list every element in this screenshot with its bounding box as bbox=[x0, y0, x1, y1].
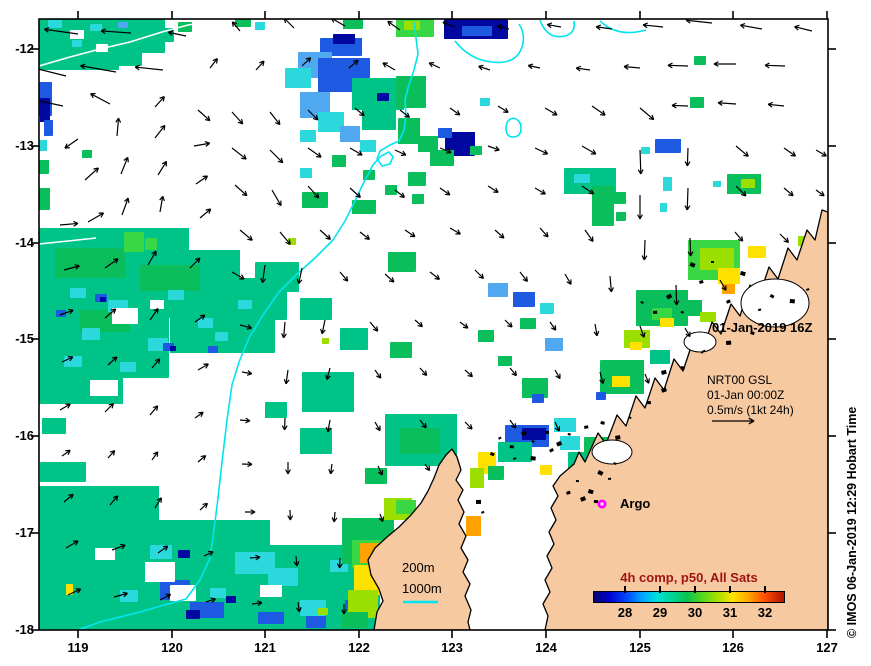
island bbox=[513, 457, 517, 460]
lon-tick-label: 121 bbox=[254, 640, 276, 655]
island bbox=[476, 499, 482, 504]
lon-tick-label: 126 bbox=[722, 640, 744, 655]
lon-tick-label: 124 bbox=[535, 640, 557, 655]
island bbox=[769, 294, 775, 299]
sst-field bbox=[39, 19, 828, 630]
colorbar-tick bbox=[659, 586, 661, 593]
lat-tick-label: -12 bbox=[15, 41, 34, 56]
map-date-title: 01-Jan-2019 16Z bbox=[712, 320, 813, 335]
lon-tick-label: 123 bbox=[441, 640, 463, 655]
contour-legend-200m: 200m bbox=[402, 560, 435, 575]
lat-tick-label: -15 bbox=[15, 331, 34, 346]
lat-tick-label: -13 bbox=[15, 138, 34, 153]
island bbox=[575, 480, 579, 483]
contour-legend-1000m: 1000m bbox=[402, 581, 442, 596]
argo-float-marker bbox=[597, 499, 607, 509]
island bbox=[531, 440, 535, 443]
colorbar-tick-label: 32 bbox=[757, 605, 773, 620]
lon-tick-label: 122 bbox=[348, 640, 370, 655]
lat-tick-label: -18 bbox=[15, 622, 34, 637]
plot-frame bbox=[31, 11, 836, 638]
island bbox=[628, 415, 632, 420]
island bbox=[699, 280, 704, 284]
colorbar-tick-label: 31 bbox=[722, 605, 738, 620]
bay-water bbox=[740, 278, 810, 328]
island bbox=[520, 430, 527, 436]
island bbox=[661, 387, 668, 393]
island bbox=[726, 340, 732, 345]
lon-tick-label: 127 bbox=[816, 640, 838, 655]
bay-water bbox=[683, 331, 717, 353]
colorbar-tick-label: 28 bbox=[617, 605, 633, 620]
island bbox=[640, 300, 644, 304]
island bbox=[652, 310, 658, 314]
island bbox=[680, 311, 684, 314]
island bbox=[597, 470, 604, 476]
lat-tick-label: -17 bbox=[15, 525, 34, 540]
land-mask bbox=[367, 209, 828, 630]
island bbox=[607, 477, 612, 480]
argo-float-label: Argo bbox=[620, 496, 651, 511]
island bbox=[545, 430, 550, 434]
colorbar-legend: 4h comp, p50, All Sats 28 29 30 31 32 bbox=[593, 570, 785, 622]
lon-tick-label: 125 bbox=[629, 640, 651, 655]
island bbox=[530, 456, 536, 461]
island bbox=[806, 288, 810, 291]
bathymetry-contours bbox=[39, 19, 647, 630]
island bbox=[489, 452, 495, 457]
island bbox=[498, 436, 502, 440]
island bbox=[584, 425, 589, 429]
island bbox=[566, 490, 571, 495]
island bbox=[702, 349, 706, 353]
annotation-time: 01-Jan 00:00Z bbox=[707, 388, 785, 402]
scale-reference-arrow bbox=[712, 417, 755, 425]
island bbox=[750, 331, 755, 336]
island bbox=[689, 262, 696, 268]
island bbox=[593, 499, 598, 504]
island bbox=[549, 448, 554, 453]
island bbox=[680, 366, 685, 370]
colorbar-gradient bbox=[593, 591, 785, 603]
island bbox=[481, 510, 485, 514]
annotation-product: NRT00 GSL bbox=[707, 373, 773, 387]
credit-text: © IMOS 06-Jan-2019 12:29 Hobart Time bbox=[845, 406, 859, 638]
island bbox=[646, 401, 651, 405]
lat-tick-label: -14 bbox=[15, 235, 34, 250]
island bbox=[567, 432, 571, 436]
island bbox=[665, 293, 673, 300]
colorbar-title: 4h comp, p50, All Sats bbox=[620, 570, 758, 585]
colorbar-tick bbox=[729, 586, 731, 593]
island bbox=[758, 308, 762, 311]
lat-tick-label: -16 bbox=[15, 428, 34, 443]
island bbox=[509, 445, 514, 449]
lon-tick-label: 119 bbox=[67, 640, 89, 655]
island bbox=[726, 299, 731, 304]
island bbox=[587, 489, 594, 495]
colorbar-tick bbox=[694, 586, 696, 593]
colorbar-tick bbox=[764, 586, 766, 593]
island bbox=[789, 299, 795, 304]
annotation-scale: 0.5m/s (1kt 24h) bbox=[707, 403, 794, 417]
island bbox=[661, 369, 667, 375]
contour-1000m bbox=[77, 21, 419, 630]
island bbox=[740, 271, 746, 277]
island bbox=[600, 420, 605, 425]
coastline bbox=[367, 448, 472, 630]
velocity-vector-field bbox=[39, 19, 827, 615]
colorbar-tick-label: 29 bbox=[652, 605, 668, 620]
island bbox=[615, 435, 621, 440]
colorbar-tick bbox=[624, 586, 626, 593]
colorbar-tick-label: 30 bbox=[687, 605, 703, 620]
island bbox=[579, 496, 587, 502]
bay-water bbox=[591, 439, 633, 465]
island bbox=[711, 261, 714, 263]
island bbox=[613, 462, 617, 466]
lon-tick-label: 120 bbox=[161, 640, 183, 655]
island bbox=[555, 440, 563, 447]
